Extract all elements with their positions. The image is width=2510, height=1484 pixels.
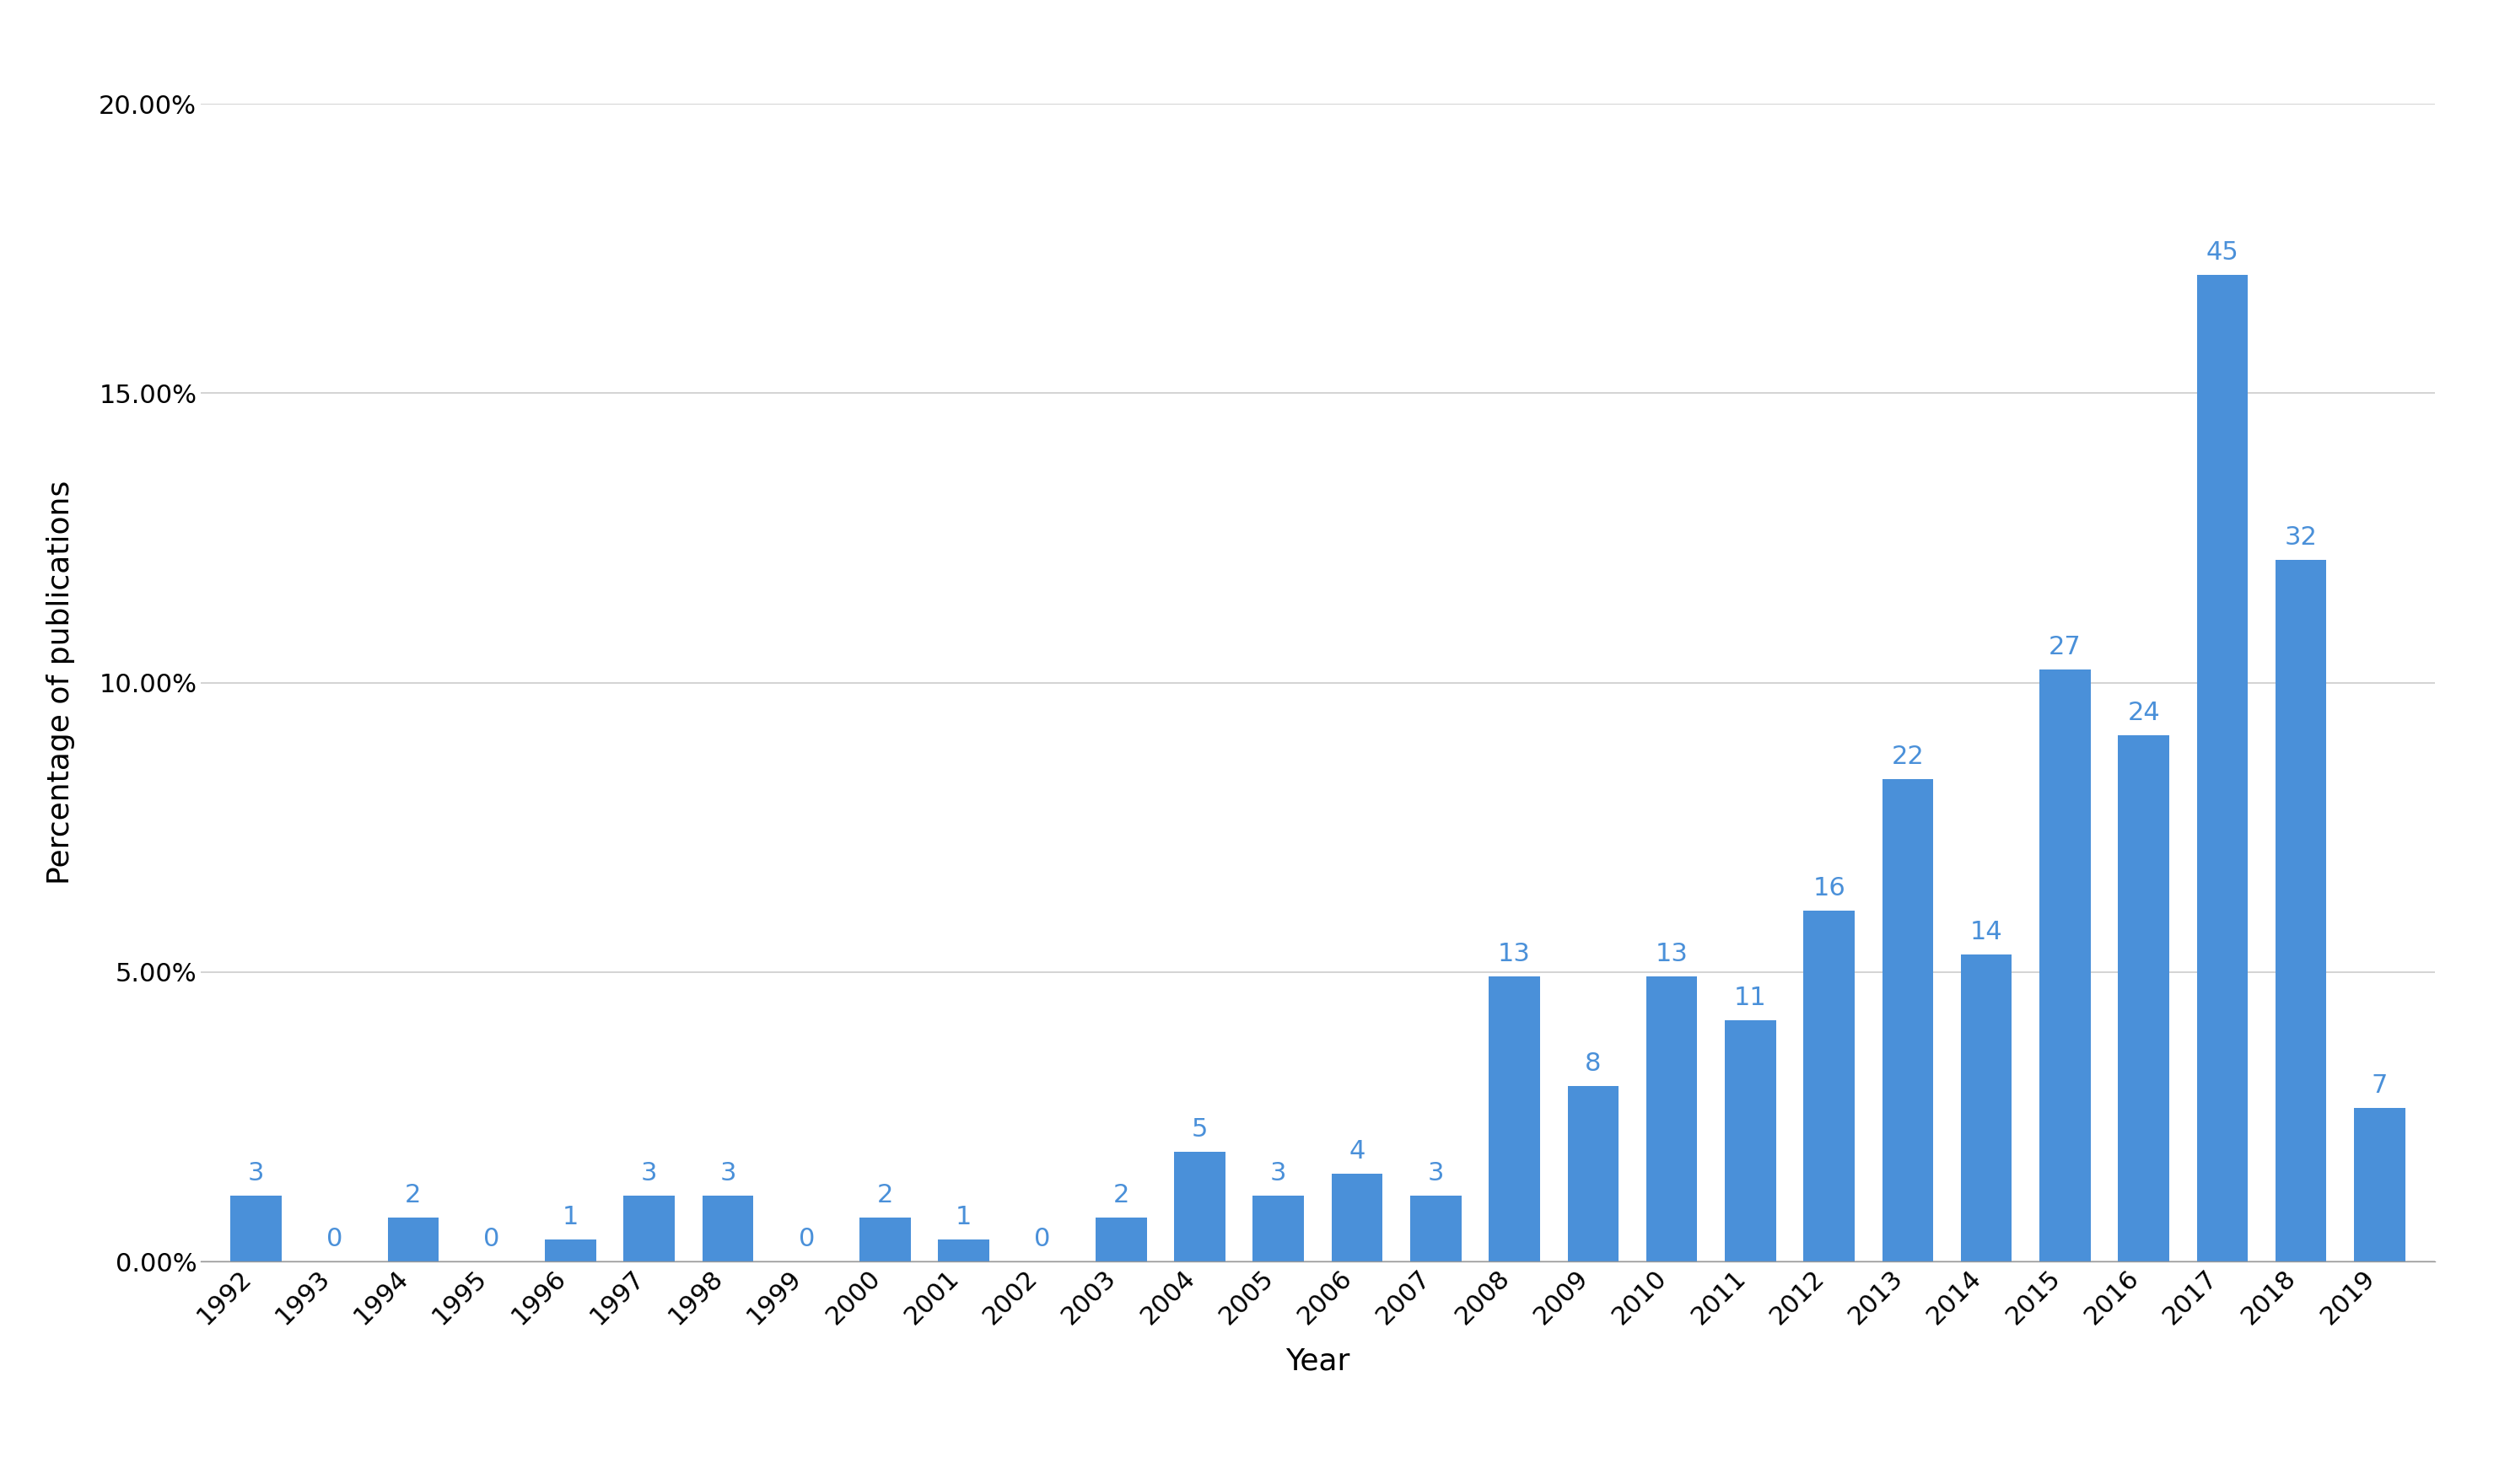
Bar bbox=[1488, 976, 1541, 1261]
Y-axis label: Percentage of publications: Percentage of publications bbox=[48, 481, 75, 884]
Bar bbox=[231, 1196, 281, 1261]
Text: 3: 3 bbox=[720, 1160, 735, 1186]
Bar bbox=[387, 1217, 439, 1261]
Text: 7: 7 bbox=[2372, 1073, 2387, 1098]
Text: 0: 0 bbox=[1034, 1227, 1052, 1251]
Text: 27: 27 bbox=[2048, 635, 2081, 659]
Bar bbox=[2041, 669, 2091, 1261]
Text: 1: 1 bbox=[956, 1205, 971, 1229]
Bar bbox=[1647, 976, 1697, 1261]
Text: 2: 2 bbox=[404, 1183, 422, 1206]
Text: 22: 22 bbox=[1893, 745, 1925, 769]
Bar bbox=[703, 1196, 753, 1261]
Text: 8: 8 bbox=[1584, 1051, 1601, 1076]
Bar bbox=[858, 1217, 911, 1261]
Text: 32: 32 bbox=[2284, 525, 2317, 549]
Bar bbox=[1411, 1196, 1461, 1261]
Text: 3: 3 bbox=[248, 1160, 264, 1186]
Bar bbox=[1960, 954, 2013, 1261]
Text: 3: 3 bbox=[640, 1160, 658, 1186]
X-axis label: Year: Year bbox=[1285, 1346, 1350, 1376]
Bar bbox=[1175, 1152, 1225, 1261]
Text: 3: 3 bbox=[1270, 1160, 1288, 1186]
Text: 3: 3 bbox=[1428, 1160, 1443, 1186]
Text: 14: 14 bbox=[1970, 920, 2003, 944]
Text: 5: 5 bbox=[1192, 1117, 1207, 1141]
Bar bbox=[2277, 559, 2327, 1261]
Text: 2: 2 bbox=[876, 1183, 894, 1206]
Bar bbox=[1252, 1196, 1305, 1261]
Text: 11: 11 bbox=[1734, 985, 1767, 1009]
Bar bbox=[1566, 1086, 1619, 1261]
Bar bbox=[2118, 735, 2169, 1261]
Bar bbox=[1882, 779, 1933, 1261]
Bar bbox=[1805, 911, 1855, 1261]
Bar bbox=[2196, 275, 2249, 1261]
Bar bbox=[622, 1196, 675, 1261]
Text: 4: 4 bbox=[1348, 1138, 1365, 1163]
Text: 1: 1 bbox=[562, 1205, 580, 1229]
Text: 16: 16 bbox=[1812, 876, 1845, 901]
Text: 45: 45 bbox=[2206, 240, 2239, 264]
Text: 0: 0 bbox=[326, 1227, 344, 1251]
Bar bbox=[939, 1239, 989, 1261]
Bar bbox=[1724, 1021, 1777, 1261]
Text: 24: 24 bbox=[2128, 700, 2161, 724]
Bar bbox=[2354, 1109, 2405, 1261]
Bar bbox=[1094, 1217, 1147, 1261]
Text: 0: 0 bbox=[798, 1227, 816, 1251]
Bar bbox=[1330, 1174, 1383, 1261]
Text: 13: 13 bbox=[1654, 941, 1689, 966]
Text: 2: 2 bbox=[1112, 1183, 1130, 1206]
Text: 13: 13 bbox=[1498, 941, 1531, 966]
Text: 0: 0 bbox=[484, 1227, 499, 1251]
Bar bbox=[545, 1239, 595, 1261]
